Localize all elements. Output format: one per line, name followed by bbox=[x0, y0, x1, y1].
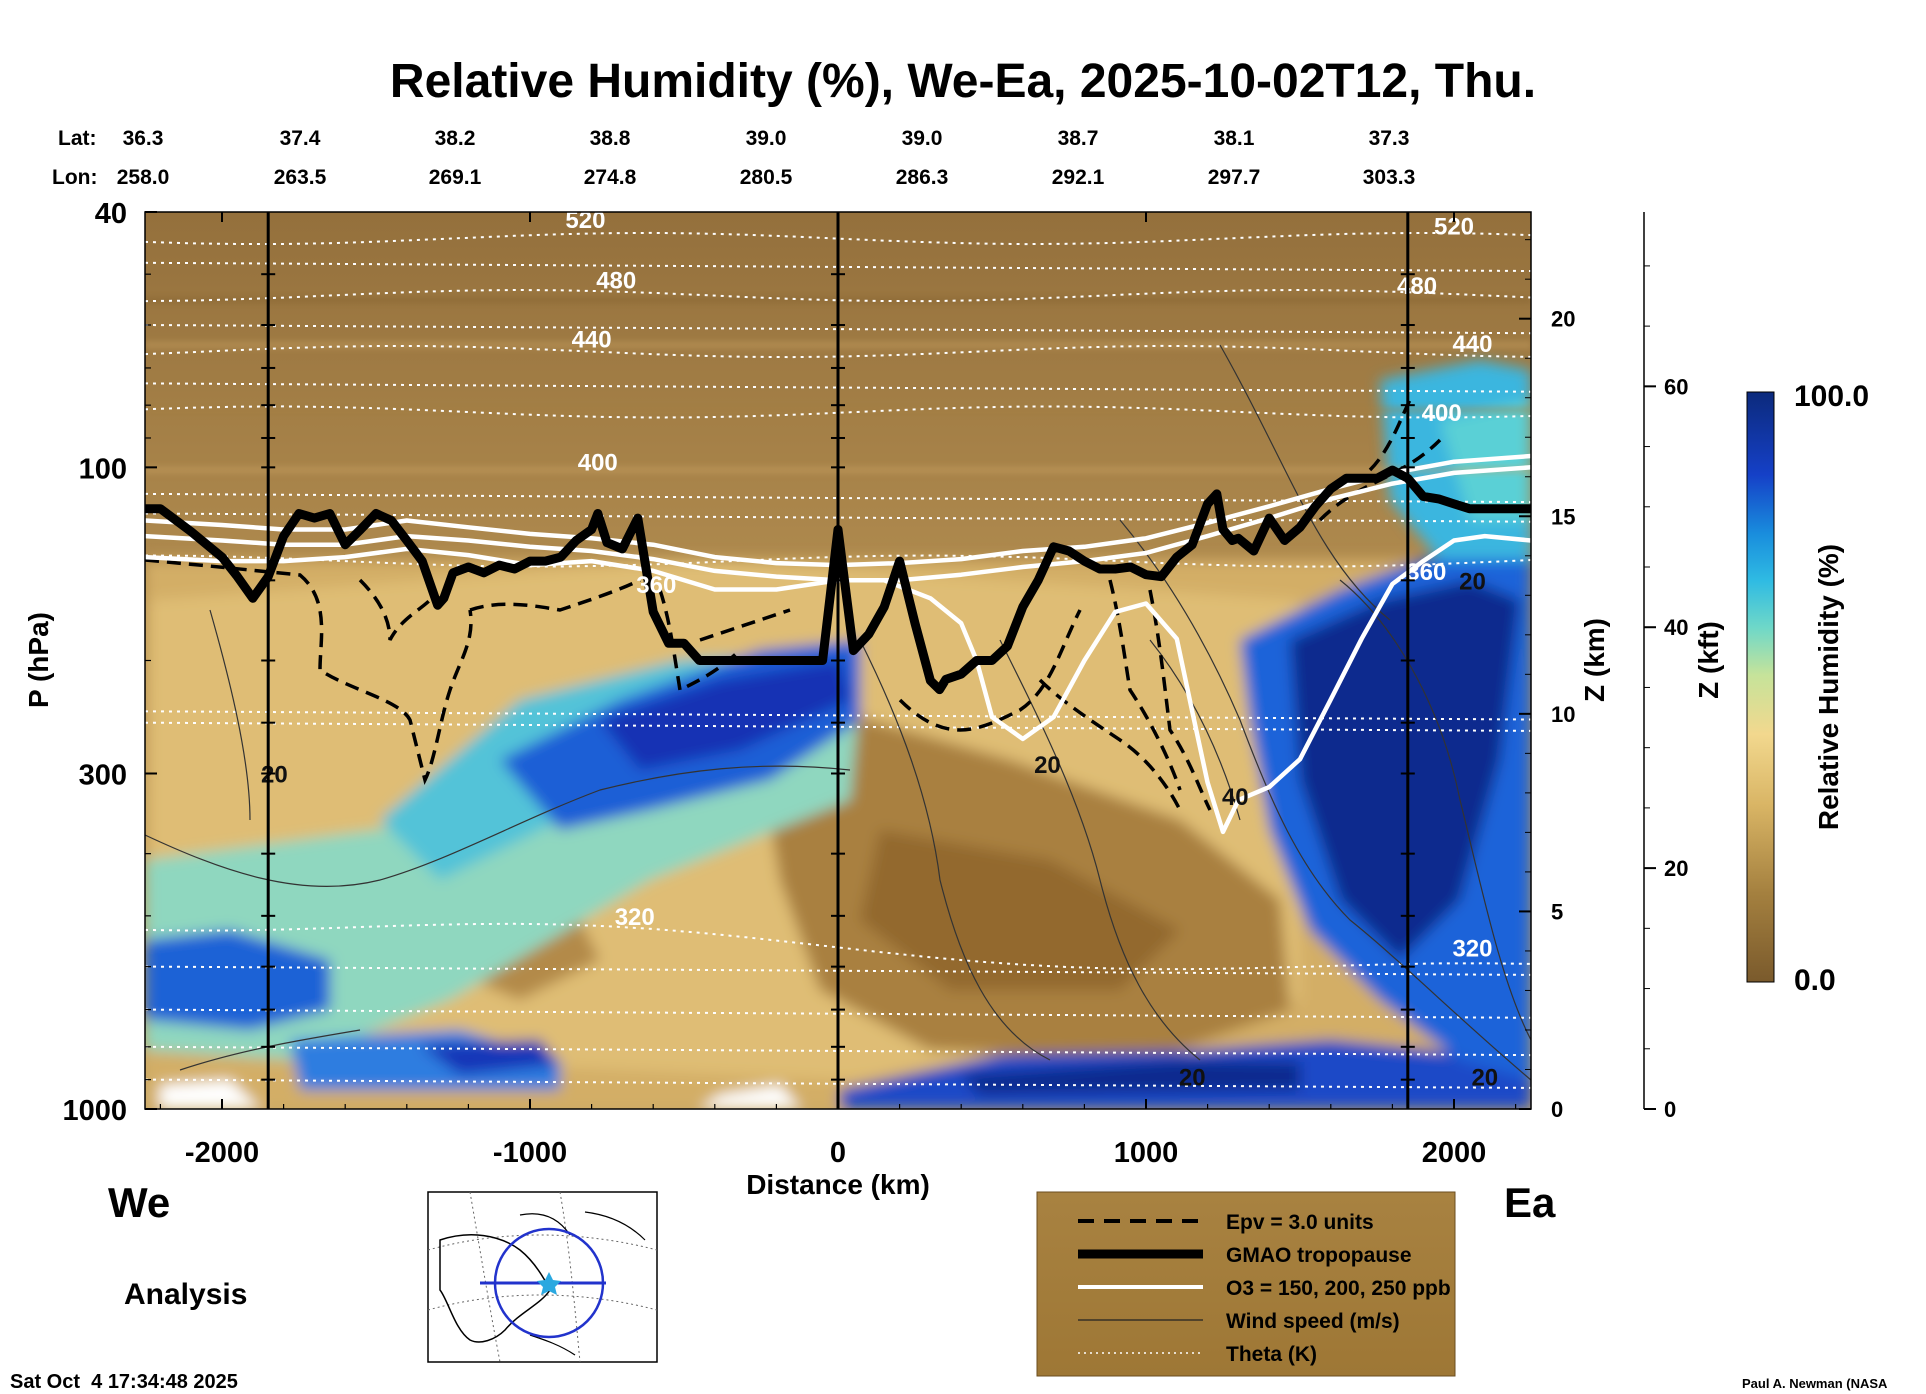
lat-value: 36.3 bbox=[123, 127, 164, 150]
lat-value: 39.0 bbox=[902, 127, 943, 150]
theta-label: 520 bbox=[565, 207, 605, 234]
lat-values: 36.3 37.4 38.2 38.8 39.0 39.0 38.7 38.1 37.3 bbox=[123, 127, 1410, 150]
west-label: We bbox=[108, 1179, 170, 1226]
z-kft-tick-label: 60 bbox=[1664, 374, 1688, 399]
z-km-tick-label: 20 bbox=[1551, 307, 1575, 332]
lat-value: 38.1 bbox=[1214, 127, 1255, 150]
lon-value: 274.8 bbox=[584, 166, 637, 189]
colorbar-min: 0.0 bbox=[1794, 964, 1836, 997]
x-axis-label: Distance (km) bbox=[746, 1169, 930, 1200]
theta-label: 440 bbox=[572, 327, 612, 354]
star-icon bbox=[537, 1272, 561, 1295]
colorbar-max: 100.0 bbox=[1794, 380, 1869, 413]
y-axis-label: P (hPa) bbox=[23, 612, 54, 708]
x-tick-label: 0 bbox=[830, 1137, 846, 1169]
timestamp: Sat Oct 4 17:34:48 2025 bbox=[10, 1371, 238, 1393]
colorbar-label: Relative Humidity (%) bbox=[1813, 544, 1844, 830]
theta-label: 400 bbox=[1422, 400, 1462, 427]
x-tick-label: 1000 bbox=[1114, 1137, 1179, 1169]
z-km-tick-label: 15 bbox=[1551, 504, 1575, 529]
lon-value: 292.1 bbox=[1052, 166, 1105, 189]
wind-label: 20 bbox=[1459, 568, 1486, 595]
wind-labels: 20 20 40 20 20 20 bbox=[261, 568, 1498, 1091]
y-tick-label: 300 bbox=[79, 759, 127, 791]
wind-label: 20 bbox=[1179, 1065, 1206, 1092]
wind-label: 20 bbox=[261, 761, 288, 788]
tropopause-line bbox=[145, 465, 1531, 695]
x-tick-label: -1000 bbox=[493, 1137, 567, 1169]
y-tick-label: 1000 bbox=[62, 1095, 127, 1127]
lon-values: 258.0 263.5 269.1 274.8 280.5 286.3 292.1 297.7… bbox=[117, 166, 1416, 189]
lat-label: Lat: bbox=[58, 127, 97, 150]
legend-label: Theta (K) bbox=[1226, 1343, 1317, 1366]
legend-label: O3 = 150, 200, 250 ppb bbox=[1226, 1277, 1451, 1300]
x-axis: -2000 -1000 0 1000 2000 bbox=[159, 212, 1517, 1169]
locator-map bbox=[427, 1191, 658, 1363]
legend: Epv = 3.0 units GMAO tropopause O3 = 150, … bbox=[1036, 1191, 1456, 1377]
z-km-tick-label: 5 bbox=[1551, 899, 1563, 924]
theta-label: 320 bbox=[615, 904, 655, 931]
z-km-axis: 0 5 10 15 20 bbox=[1519, 239, 1575, 1122]
lon-value: 263.5 bbox=[274, 166, 327, 189]
east-label: Ea bbox=[1504, 1179, 1556, 1226]
lat-value: 38.7 bbox=[1058, 127, 1099, 150]
z-km-tick-label: 0 bbox=[1551, 1097, 1563, 1122]
z-kft-tick-label: 40 bbox=[1664, 615, 1688, 640]
lat-value: 38.2 bbox=[435, 127, 476, 150]
lat-value: 39.0 bbox=[746, 127, 787, 150]
legend-label: Epv = 3.0 units bbox=[1226, 1211, 1374, 1234]
z-kft-tick-label: 20 bbox=[1664, 856, 1688, 881]
lat-value: 38.8 bbox=[590, 127, 631, 150]
theta-label: 440 bbox=[1452, 331, 1492, 358]
colorbar bbox=[1746, 391, 1775, 983]
z-kft-axis: 0 20 40 60 bbox=[1643, 212, 1688, 1122]
lat-value: 37.3 bbox=[1369, 127, 1410, 150]
lon-value: 280.5 bbox=[740, 166, 793, 189]
theta-label: 400 bbox=[578, 450, 618, 477]
reference-lines bbox=[261, 212, 1415, 1109]
chart-title: Relative Humidity (%), We-Ea, 2025-10-02… bbox=[390, 55, 1536, 108]
y-tick-label: 40 bbox=[95, 198, 127, 230]
theta-label: 360 bbox=[636, 572, 676, 599]
wind-label: 40 bbox=[1222, 784, 1249, 811]
z-kft-axis-label: Z (kft) bbox=[1693, 621, 1724, 699]
y-tick-label: 100 bbox=[79, 453, 127, 485]
theta-label: 480 bbox=[1397, 273, 1437, 300]
lon-value: 286.3 bbox=[896, 166, 949, 189]
lon-value: 297.7 bbox=[1208, 166, 1261, 189]
legend-label: Wind speed (m/s) bbox=[1226, 1310, 1400, 1333]
x-tick-label: 2000 bbox=[1422, 1137, 1487, 1169]
legend-label: GMAO tropopause bbox=[1226, 1244, 1412, 1267]
z-km-tick-label: 10 bbox=[1551, 702, 1575, 727]
lon-value: 303.3 bbox=[1363, 166, 1416, 189]
lon-value: 258.0 bbox=[117, 166, 170, 189]
analysis-label: Analysis bbox=[124, 1278, 247, 1311]
lat-value: 37.4 bbox=[280, 127, 321, 150]
y-axis: 40 100 300 1000 bbox=[62, 198, 157, 1127]
lon-label: Lon: bbox=[52, 166, 97, 189]
x-tick-label: -2000 bbox=[185, 1137, 259, 1169]
credit-label: Paul A. Newman (NASA bbox=[1742, 1376, 1888, 1391]
theta-label: 360 bbox=[1406, 559, 1446, 586]
theta-label: 480 bbox=[596, 268, 636, 295]
z-km-axis-label: Z (km) bbox=[1579, 618, 1610, 702]
lon-value: 269.1 bbox=[429, 166, 482, 189]
wind-contours bbox=[145, 344, 1531, 1081]
theta-label: 320 bbox=[1452, 935, 1492, 962]
z-kft-tick-label: 0 bbox=[1664, 1097, 1676, 1122]
wind-label: 20 bbox=[1034, 752, 1061, 779]
wind-label: 20 bbox=[1471, 1065, 1498, 1092]
